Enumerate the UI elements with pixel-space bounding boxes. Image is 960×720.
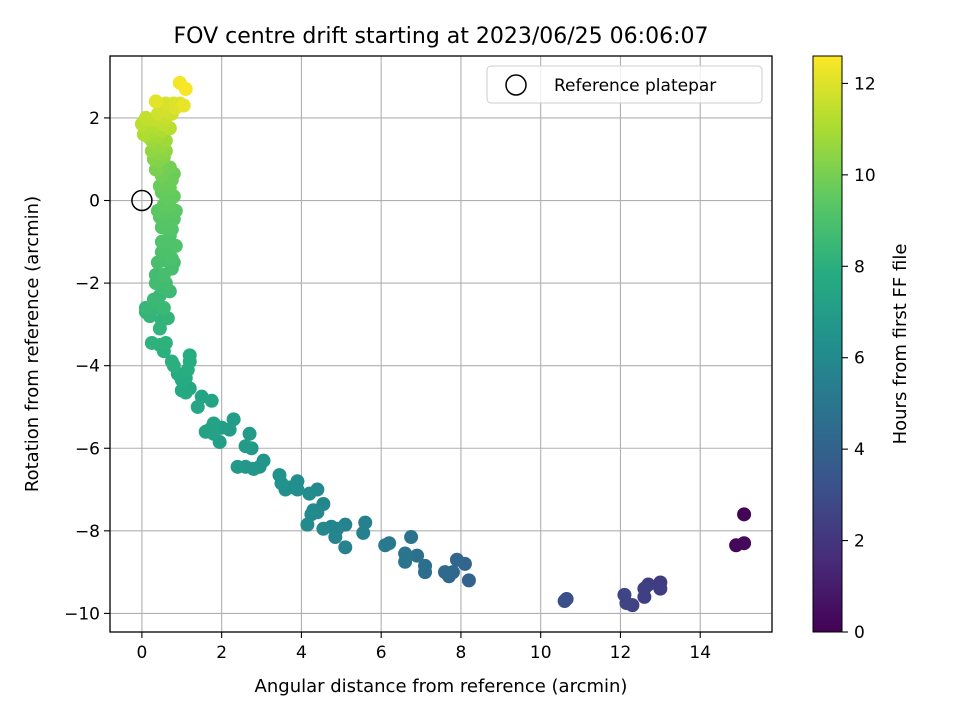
y-tick-label: −10 <box>64 604 100 624</box>
data-point <box>182 348 197 363</box>
colorbar-tick-label: 0 <box>854 623 865 643</box>
x-axis-label: Angular distance from reference (arcmin) <box>255 676 628 697</box>
x-tick-label: 12 <box>610 643 632 663</box>
data-point <box>737 507 752 522</box>
data-point <box>190 399 205 414</box>
x-tick-label: 4 <box>296 643 307 663</box>
data-point <box>338 540 353 555</box>
plot-frame <box>109 55 773 633</box>
data-point <box>230 459 245 474</box>
x-tick-label: 2 <box>216 643 227 663</box>
data-point <box>404 530 419 545</box>
colorbar-tick-label: 4 <box>854 440 865 460</box>
data-point <box>737 536 752 551</box>
data-point <box>178 82 193 97</box>
y-tick-label: 0 <box>89 192 100 212</box>
data-point <box>164 354 179 369</box>
scatter-points <box>131 75 752 613</box>
data-point <box>559 591 574 606</box>
x-tick-label: 6 <box>376 643 387 663</box>
data-point <box>238 439 253 454</box>
legend-box <box>486 65 763 104</box>
data-point <box>198 424 213 439</box>
colorbar-tick-label: 10 <box>854 166 876 186</box>
data-point <box>437 565 452 580</box>
y-axis-label: Rotation from reference (arcmin) <box>22 196 43 492</box>
data-point <box>300 517 315 532</box>
colorbar-tick-label: 8 <box>854 257 865 277</box>
legend-label: Reference platepar <box>554 76 716 96</box>
y-tick-label: 2 <box>89 109 100 129</box>
colorbar-tick-label: 12 <box>854 74 876 94</box>
colorbar-label: Hours from first FF file <box>890 244 911 445</box>
data-point <box>356 525 371 540</box>
colorbar: 0 2 4 6 8 10 12 Hours from first FF file <box>812 55 911 643</box>
data-point <box>156 300 171 315</box>
data-point <box>138 110 153 125</box>
legend: Reference platepar <box>486 65 763 104</box>
data-point <box>619 596 634 611</box>
reference-marker <box>131 189 153 212</box>
colorbar-gradient <box>812 55 843 633</box>
x-tick-label: 8 <box>456 643 467 663</box>
chart-title: FOV centre drift starting at 2023/06/25 … <box>174 24 709 49</box>
legend-marker-circle-icon <box>505 74 527 96</box>
data-point <box>180 362 195 377</box>
colorbar-ticks: 0 2 4 6 8 10 12 <box>842 74 876 643</box>
data-point <box>302 486 317 501</box>
data-point <box>158 335 173 350</box>
x-tick-label: 10 <box>530 643 552 663</box>
data-point <box>174 383 189 398</box>
data-point <box>144 335 159 350</box>
data-point <box>272 468 287 483</box>
data-point <box>410 548 425 563</box>
data-point <box>653 581 668 596</box>
grid <box>110 56 772 632</box>
x-tick-label: 0 <box>136 643 147 663</box>
data-point <box>168 238 183 253</box>
x-tick-label: 14 <box>689 643 711 663</box>
data-point <box>242 426 257 441</box>
data-point <box>378 538 393 553</box>
data-point <box>316 521 331 536</box>
colorbar-tick-label: 6 <box>854 349 865 369</box>
data-point <box>148 94 163 109</box>
x-ticks: 0 2 4 6 8 10 12 14 <box>136 632 711 663</box>
data-point <box>449 552 464 567</box>
y-tick-label: −6 <box>75 439 100 459</box>
colorbar-tick-label: 2 <box>854 532 865 552</box>
data-point <box>398 554 413 569</box>
y-tick-label: −2 <box>75 274 100 294</box>
data-point <box>461 573 476 588</box>
y-tick-label: −4 <box>75 357 100 377</box>
y-ticks: −10 −8 −6 −4 −2 0 2 <box>64 109 110 624</box>
data-point <box>637 589 652 604</box>
y-tick-label: −8 <box>75 522 100 542</box>
data-point <box>418 565 433 580</box>
data-point <box>176 98 191 113</box>
